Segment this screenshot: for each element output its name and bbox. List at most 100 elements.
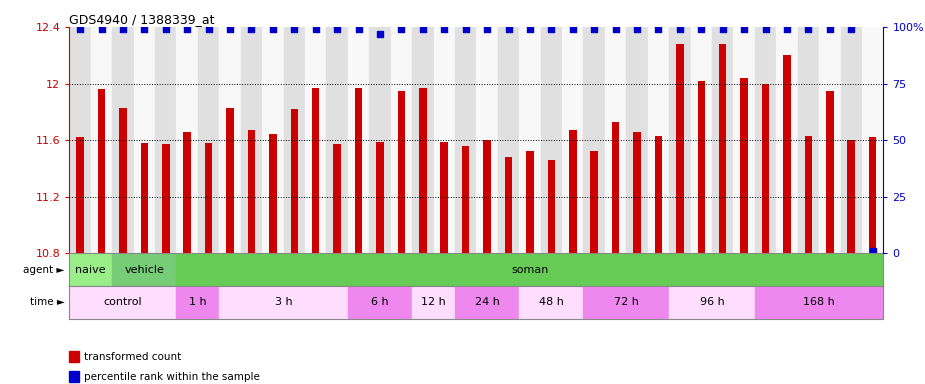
Bar bbox=[219, 286, 348, 319]
Text: 6 h: 6 h bbox=[371, 297, 388, 308]
Bar bbox=[133, 27, 155, 253]
Bar bbox=[77, 137, 84, 253]
Bar bbox=[462, 146, 469, 253]
Bar bbox=[755, 286, 883, 319]
Point bbox=[586, 26, 601, 32]
Bar bbox=[312, 88, 319, 253]
Bar bbox=[155, 27, 177, 253]
Bar bbox=[820, 27, 841, 253]
Bar bbox=[248, 130, 255, 253]
Text: agent ►: agent ► bbox=[23, 265, 65, 275]
Point bbox=[265, 26, 280, 32]
Point bbox=[202, 26, 216, 32]
Bar bbox=[776, 27, 797, 253]
Bar bbox=[177, 27, 198, 253]
Text: vehicle: vehicle bbox=[124, 265, 165, 275]
Bar bbox=[562, 27, 584, 253]
Point bbox=[565, 26, 580, 32]
Text: time ►: time ► bbox=[30, 297, 65, 308]
Bar bbox=[398, 91, 405, 253]
Bar bbox=[262, 27, 284, 253]
Bar bbox=[413, 27, 434, 253]
Bar bbox=[676, 44, 684, 253]
Bar bbox=[762, 84, 770, 253]
Bar bbox=[98, 89, 105, 253]
Point bbox=[244, 26, 259, 32]
Bar bbox=[847, 140, 855, 253]
Bar bbox=[826, 91, 833, 253]
Bar bbox=[333, 144, 341, 253]
Bar bbox=[219, 27, 240, 253]
Bar bbox=[740, 78, 748, 253]
Text: 1 h: 1 h bbox=[189, 297, 206, 308]
Bar bbox=[348, 27, 369, 253]
Bar bbox=[590, 152, 598, 253]
Bar bbox=[548, 160, 555, 253]
Bar bbox=[162, 144, 169, 253]
Bar bbox=[455, 286, 519, 319]
Bar bbox=[119, 108, 127, 253]
Bar bbox=[69, 253, 112, 286]
Point bbox=[308, 26, 323, 32]
Bar bbox=[284, 27, 305, 253]
Point bbox=[415, 26, 430, 32]
Text: GDS4940 / 1388339_at: GDS4940 / 1388339_at bbox=[69, 13, 215, 26]
Point bbox=[801, 26, 816, 32]
Point bbox=[394, 26, 409, 32]
Point bbox=[352, 26, 366, 32]
Point bbox=[329, 26, 344, 32]
Bar bbox=[419, 88, 426, 253]
Bar bbox=[734, 27, 755, 253]
Point bbox=[287, 26, 302, 32]
Bar bbox=[69, 351, 80, 362]
Bar bbox=[240, 27, 262, 253]
Text: transformed count: transformed count bbox=[84, 352, 181, 362]
Bar bbox=[112, 253, 177, 286]
Bar bbox=[327, 27, 348, 253]
Bar bbox=[183, 132, 191, 253]
Point bbox=[844, 26, 858, 32]
Bar bbox=[69, 371, 80, 382]
Bar bbox=[862, 27, 883, 253]
Text: 3 h: 3 h bbox=[275, 297, 292, 308]
Bar bbox=[484, 140, 491, 253]
Bar bbox=[355, 88, 363, 253]
Point bbox=[158, 26, 173, 32]
Bar bbox=[797, 27, 820, 253]
Bar bbox=[177, 253, 883, 286]
Bar bbox=[112, 27, 133, 253]
Text: control: control bbox=[104, 297, 142, 308]
Bar bbox=[584, 27, 605, 253]
Bar bbox=[584, 286, 669, 319]
Text: percentile rank within the sample: percentile rank within the sample bbox=[84, 372, 260, 382]
Bar bbox=[626, 27, 647, 253]
Text: 96 h: 96 h bbox=[699, 297, 724, 308]
Point bbox=[480, 26, 495, 32]
Bar bbox=[290, 109, 298, 253]
Text: 72 h: 72 h bbox=[614, 297, 639, 308]
Point bbox=[694, 26, 709, 32]
Point bbox=[865, 248, 880, 254]
Bar bbox=[348, 286, 413, 319]
Text: 24 h: 24 h bbox=[475, 297, 500, 308]
Bar bbox=[69, 27, 91, 253]
Bar bbox=[648, 27, 669, 253]
Point bbox=[651, 26, 666, 32]
Bar bbox=[91, 27, 112, 253]
Point bbox=[736, 26, 751, 32]
Bar bbox=[611, 122, 620, 253]
Bar bbox=[634, 132, 641, 253]
Bar bbox=[605, 27, 626, 253]
Text: 48 h: 48 h bbox=[539, 297, 563, 308]
Bar bbox=[526, 152, 534, 253]
Bar bbox=[269, 134, 277, 253]
Bar bbox=[540, 27, 562, 253]
Bar bbox=[369, 27, 390, 253]
Bar bbox=[141, 143, 148, 253]
Bar bbox=[177, 286, 219, 319]
Point bbox=[73, 26, 88, 32]
Bar bbox=[655, 136, 662, 253]
Bar bbox=[227, 108, 234, 253]
Point bbox=[458, 26, 473, 32]
Point bbox=[780, 26, 795, 32]
